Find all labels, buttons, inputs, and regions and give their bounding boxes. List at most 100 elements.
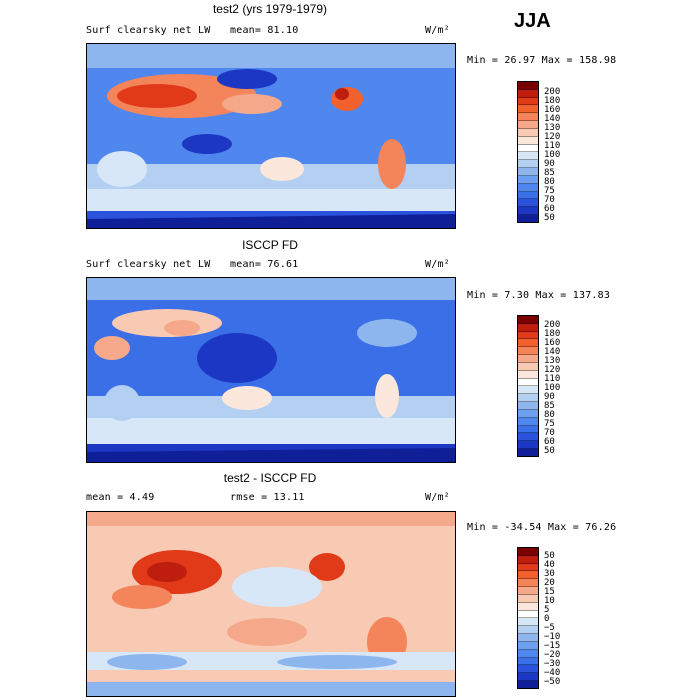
colorbar-swatch [518, 394, 538, 403]
colorbar-swatch [518, 610, 538, 619]
colorbar-tick-label: 80 [544, 177, 555, 187]
panel-2-minmax: Min = 7.30 Max = 137.83 [467, 290, 611, 301]
colorbar-swatch [518, 571, 538, 580]
colorbar-swatch [518, 160, 538, 169]
colorbar-tick-label: 130 [544, 356, 561, 366]
colorbar-tick-label: 140 [544, 347, 561, 357]
colorbar-tick-label: 30 [544, 569, 555, 579]
colorbar-swatch [518, 113, 538, 122]
colorbar-swatch [518, 370, 538, 379]
colorbar-swatch [518, 121, 538, 129]
colorbar-swatch [518, 207, 538, 216]
colorbar-swatch [518, 657, 538, 666]
colorbar-swatch [518, 97, 538, 106]
colorbar-tick-label: 200 [544, 320, 561, 330]
panel-2-mean: mean= 76.61 [230, 259, 299, 270]
colorbar-tick-label: 110 [544, 141, 561, 151]
colorbar-swatch [518, 681, 538, 688]
season-label: JJA [514, 10, 551, 32]
colorbar-tick-label: 75 [544, 186, 555, 196]
colorbar-swatch [518, 347, 538, 356]
colorbar-tick-label: 60 [544, 204, 555, 214]
panel-1-mean: mean= 81.10 [230, 25, 299, 36]
colorbar-swatch [518, 339, 538, 348]
colorbar-tick-label: 100 [544, 150, 561, 160]
colorbar-swatch [518, 316, 538, 324]
colorbar-tick-label: −5 [544, 623, 555, 633]
colorbar-tick-label: −40 [544, 668, 561, 678]
colorbar-tick-label: 60 [544, 437, 555, 447]
panel-2-map-field [87, 278, 455, 462]
colorbar-swatch [518, 105, 538, 114]
panel-3-mean: mean = 4.49 [86, 492, 155, 503]
colorbar-swatch [518, 168, 538, 176]
colorbar-tick-label: −20 [544, 650, 561, 660]
panel-3-title: test2 - ISCCP FD [223, 471, 317, 485]
colorbar-swatch [518, 331, 538, 340]
colorbar-swatch [518, 144, 538, 153]
panel-1-units: W/m² [425, 25, 450, 36]
panel-3-map-field [87, 512, 455, 696]
colorbar-swatch [518, 626, 538, 635]
panel-2-units: W/m² [425, 259, 450, 270]
panel-2-variable: Surf clearsky net LW [86, 259, 211, 270]
colorbar-swatch [518, 402, 538, 410]
colorbar-tick-label: 50 [544, 551, 555, 561]
colorbar-tick-label: 130 [544, 123, 561, 133]
colorbar-tick-label: 40 [544, 560, 555, 570]
colorbar-tick-label: 0 [544, 614, 550, 624]
colorbar-swatch [518, 183, 538, 192]
colorbar-swatch [518, 191, 538, 200]
colorbar-tick-label: 200 [544, 87, 561, 97]
colorbar-swatch [518, 417, 538, 426]
colorbar-swatch [518, 641, 538, 650]
colorbar-swatch [518, 433, 538, 442]
panel-2-colorbar-labels: 200 180 160 140 130 120 110 100 90 85 80 75 70 60 50 [544, 321, 560, 456]
colorbar-swatch [518, 425, 538, 434]
colorbar-swatch [518, 128, 538, 137]
panel-3-minmax: Min = -34.54 Max = 76.26 [467, 522, 617, 533]
colorbar-tick-label: 90 [544, 159, 555, 169]
colorbar-tick-label: 80 [544, 410, 555, 420]
colorbar-swatch [518, 449, 538, 456]
colorbar-tick-label: 85 [544, 401, 555, 411]
colorbar-tick-label: 75 [544, 419, 555, 429]
colorbar-tick-label: 15 [544, 587, 555, 597]
colorbar-tick-label: 120 [544, 365, 561, 375]
colorbar-tick-label: 140 [544, 114, 561, 124]
colorbar-swatch [518, 152, 538, 161]
colorbar-tick-label: 90 [544, 392, 555, 402]
colorbar-swatch [518, 563, 538, 572]
colorbar-tick-label: 160 [544, 105, 561, 115]
colorbar-swatch [518, 673, 538, 682]
colorbar-tick-label: 160 [544, 338, 561, 348]
panel-3-units: W/m² [425, 492, 450, 503]
panel-1-map-field [87, 44, 455, 228]
colorbar-swatch [518, 362, 538, 371]
colorbar-tick-label: 180 [544, 96, 561, 106]
panel-1-colorbar-labels: 200 180 160 140 130 120 110 100 90 85 80 75 70 60 50 [544, 88, 560, 223]
colorbar-swatch [518, 441, 538, 450]
colorbar-tick-label: −15 [544, 641, 561, 651]
colorbar-swatch [518, 175, 538, 184]
colorbar-swatch [518, 378, 538, 387]
colorbar-tick-label: 110 [544, 374, 561, 384]
panel-1-minmax: Min = 26.97 Max = 158.98 [467, 55, 617, 66]
colorbar-swatch [518, 82, 538, 90]
colorbar-swatch [518, 555, 538, 564]
colorbar-swatch [518, 215, 538, 222]
colorbar-swatch [518, 665, 538, 674]
colorbar-swatch [518, 323, 538, 332]
panel-3-colorbar [517, 547, 539, 689]
panel-2-map [86, 277, 456, 463]
colorbar-tick-label: 120 [544, 132, 561, 142]
panel-2-title: ISCCP FD [242, 238, 298, 252]
colorbar-swatch [518, 386, 538, 395]
panel-1-title: test2 (yrs 1979-1979) [212, 2, 328, 16]
colorbar-tick-label: 100 [544, 383, 561, 393]
colorbar-swatch [518, 634, 538, 642]
colorbar-tick-label: 85 [544, 168, 555, 178]
colorbar-tick-label: 70 [544, 428, 555, 438]
colorbar-swatch [518, 587, 538, 595]
colorbar-tick-label: 180 [544, 329, 561, 339]
